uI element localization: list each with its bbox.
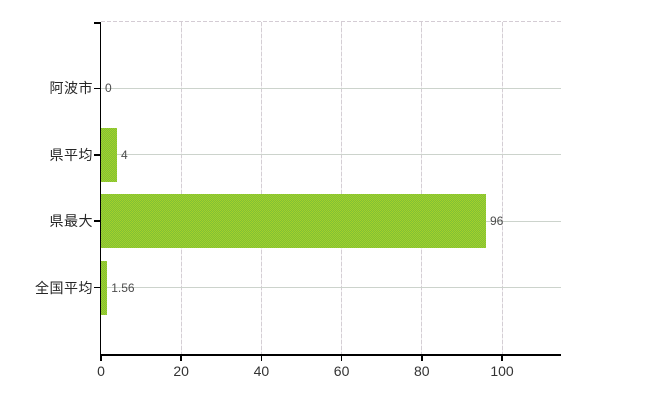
- x-tick-label: 60: [333, 363, 350, 379]
- y-axis-tick: [93, 87, 100, 90]
- x-axis-tick: [100, 355, 102, 361]
- v-gridline: [501, 22, 503, 354]
- category-label: 阿波市: [49, 80, 93, 97]
- bar-value-label: 0: [105, 81, 112, 96]
- v-gridline: [260, 22, 262, 354]
- x-tick-label: 40: [253, 363, 270, 379]
- h-gridline: [101, 287, 561, 289]
- x-axis-tick: [260, 355, 263, 361]
- bar-value-label: 4: [121, 147, 128, 162]
- y-axis-tick: [93, 286, 100, 289]
- v-gridline: [421, 22, 423, 354]
- y-axis-tick: [93, 154, 100, 156]
- category-label: 県平均: [49, 146, 93, 163]
- bar: [101, 127, 118, 182]
- x-axis-tick: [421, 355, 423, 361]
- bar-value-label: 96: [489, 214, 504, 229]
- x-axis-tick: [180, 355, 182, 361]
- category-label: 県最大: [49, 213, 93, 230]
- plot-top-border: [101, 21, 561, 22]
- v-gridline: [180, 22, 182, 354]
- x-tick-label: 0: [97, 363, 105, 379]
- bar-value-label: 1.56: [111, 280, 135, 295]
- x-tick-label: 80: [414, 363, 430, 379]
- y-axis-tick: [93, 220, 100, 222]
- x-axis-tick: [340, 355, 343, 361]
- bar: [101, 194, 486, 249]
- x-axis-tick: [501, 355, 503, 361]
- h-gridline: [101, 87, 561, 89]
- y-axis-tick: [93, 22, 100, 24]
- x-axis-line: [99, 354, 561, 356]
- x-tick-label: 100: [490, 363, 514, 379]
- bar: [101, 260, 108, 315]
- x-tick-label: 20: [173, 363, 189, 379]
- category-label: 全国平均: [35, 279, 93, 296]
- y-axis-line: [99, 22, 101, 356]
- h-gridline: [101, 154, 561, 156]
- v-gridline: [341, 22, 343, 354]
